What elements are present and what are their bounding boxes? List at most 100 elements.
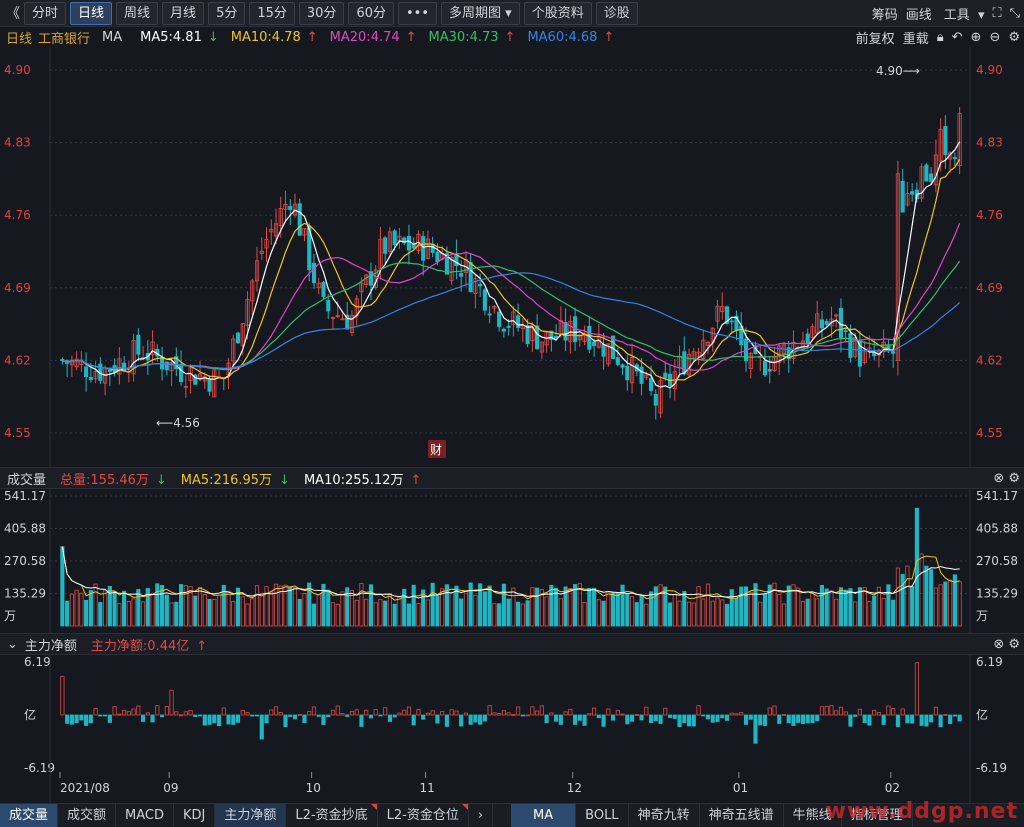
volume-bar — [326, 589, 331, 627]
flow-bar — [601, 714, 606, 727]
tab-daily[interactable]: 日线 — [70, 1, 113, 25]
collapse-icon[interactable]: ⌄ — [7, 636, 18, 652]
flow-bar — [69, 714, 74, 725]
diagnose-button[interactable]: 诊股 — [595, 1, 638, 25]
flow-bar — [900, 708, 905, 716]
tab-15min[interactable]: 15分 — [249, 1, 295, 25]
volume-bar — [421, 589, 426, 627]
candle-body — [459, 272, 464, 277]
draw-line-button[interactable]: 画线 — [905, 7, 932, 23]
ma-legend: 日线 工商银行 MA MA5:4.81 ↓ MA10:4.78 ↑ MA20:4.7… — [0, 27, 1024, 47]
volume-bar — [592, 587, 597, 627]
volume-bar — [84, 599, 89, 627]
tab-bull-bear[interactable]: 牛熊线 — [784, 803, 842, 827]
flow-bar — [269, 709, 274, 716]
back-icon[interactable]: 《 — [6, 6, 20, 22]
volume-bar — [359, 583, 364, 627]
volume-bar — [330, 602, 336, 627]
volume-bar — [444, 584, 449, 627]
tabs-next-icon[interactable]: › — [469, 803, 494, 827]
volume-bar — [501, 583, 506, 627]
tab-l2-position[interactable]: L2-资金仓位 — [378, 803, 469, 827]
tab-ma[interactable]: MA — [511, 803, 577, 827]
tab-volume[interactable]: 成交量 — [0, 803, 59, 827]
tab-magic-nine[interactable]: 神奇九转 — [629, 803, 700, 827]
volume-bar — [212, 599, 217, 627]
volume-bar — [425, 599, 430, 627]
close-icon[interactable]: ⊗ ⚙ — [993, 636, 1020, 652]
volume-bar — [853, 601, 858, 627]
tab-60min[interactable]: 60分 — [348, 1, 394, 25]
date-label: 2021/08 — [60, 781, 110, 795]
lock-icon[interactable]: 🔒︎ — [936, 29, 944, 45]
tab-indicator-manage[interactable]: 指标管理 — [842, 803, 913, 827]
flow-bar — [677, 714, 682, 728]
volume-label: 成交量 — [7, 472, 47, 488]
cai-label: 财 — [430, 443, 442, 457]
zoom-out-icon[interactable]: ⊖ — [989, 29, 1001, 45]
reweight-button[interactable]: 重载 — [902, 31, 929, 47]
flow-bar — [781, 714, 787, 716]
volume-bar — [910, 585, 915, 627]
flow-bar — [791, 714, 796, 726]
ma-label[interactable]: MA — [102, 29, 123, 45]
tab-magic-five[interactable]: 神奇五线谱 — [700, 803, 784, 827]
volume-bar — [155, 583, 160, 627]
tab-boll[interactable]: BOLL — [576, 803, 629, 827]
tab-weekly[interactable]: 周线 — [116, 1, 159, 25]
candle-body — [658, 380, 663, 414]
settings-icon[interactable]: ⚙ — [1008, 29, 1020, 45]
fullscreen-icon[interactable]: ⛶ — [992, 5, 1002, 21]
tab-macd[interactable]: MACD — [116, 803, 174, 827]
tools-dropdown[interactable]: 工具 ▾ — [943, 7, 985, 23]
candle-body — [207, 378, 212, 392]
undo-icon[interactable]: ↶ — [951, 29, 963, 45]
volume-bar — [65, 600, 70, 627]
flow-bar — [259, 714, 264, 740]
flow-bar — [644, 706, 649, 716]
candle-body — [178, 363, 184, 383]
tab-l2-bottom[interactable]: L2-资金抄底 — [286, 803, 378, 827]
up-arrow-icon: ↑ — [410, 472, 422, 488]
flow-bar — [611, 714, 616, 721]
volume-tick-right: 270.58 — [976, 554, 1018, 568]
candle-body — [316, 282, 321, 289]
candle-body — [330, 317, 336, 319]
candle-body — [69, 359, 74, 366]
chips-button[interactable]: 筹码 — [871, 7, 898, 23]
volume-bar — [805, 598, 810, 627]
multi-period-dropdown[interactable]: 多周期图 ▾ — [441, 1, 520, 25]
flow-bar — [444, 714, 449, 727]
tab-30min[interactable]: 30分 — [298, 1, 345, 25]
restore-icon[interactable]: ⤡ — [1009, 5, 1020, 21]
tab-net-flow[interactable]: 主力净额 — [215, 803, 287, 827]
more-periods-button[interactable]: ••• — [397, 1, 437, 25]
zoom-in-icon[interactable]: ⊕ — [970, 29, 982, 45]
tab-kdj[interactable]: KDJ — [174, 803, 216, 827]
volume-bar — [933, 587, 938, 627]
candle-body — [843, 330, 848, 333]
volume-bar — [122, 590, 127, 627]
candlestick-chart[interactable]: 4.90 4.90 4.83 4.83 4.76 4.76 4.69 4.69 4.62 4.62… — [0, 47, 1024, 467]
adjust-button[interactable]: 前复权 — [855, 31, 895, 47]
tab-5min[interactable]: 5分 — [208, 1, 246, 25]
candle-body — [416, 233, 421, 251]
candle-body — [686, 354, 692, 376]
candle-body — [748, 352, 753, 369]
candle-body — [425, 238, 430, 259]
close-icon[interactable]: ⊗ ⚙ — [993, 470, 1020, 486]
volume-bar — [625, 593, 630, 627]
volume-bar — [848, 588, 853, 627]
tab-monthly[interactable]: 月线 — [162, 1, 205, 25]
volume-bar — [402, 588, 407, 627]
volume-chart[interactable]: 541.17 541.17 405.88 405.88 270.58 270.58 135.… — [0, 488, 1024, 633]
volume-bar — [568, 587, 573, 627]
flow-bar — [919, 714, 924, 726]
tab-fenshi[interactable]: 分时 — [24, 1, 67, 25]
tab-turnover[interactable]: 成交额 — [58, 803, 117, 827]
net-flow-chart[interactable]: 6.19 6.19 亿 亿 -6.19 -6.19 2021/08 09 10 11 12 01 02 — [0, 654, 1024, 804]
flow-bar — [364, 709, 369, 716]
stock-info-button[interactable]: 个股资料 — [523, 1, 592, 25]
flow-bar — [226, 714, 231, 725]
flow-bar — [506, 712, 511, 716]
